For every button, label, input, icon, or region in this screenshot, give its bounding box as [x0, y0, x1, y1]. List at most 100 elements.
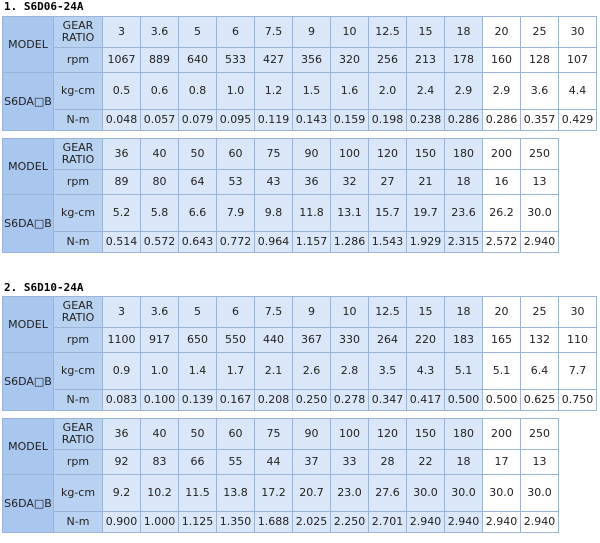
motor-label: S6DA□B [3, 73, 53, 130]
cell: 5.1 [483, 353, 520, 389]
cell: 100 [331, 419, 368, 449]
table-row: S6DA□B kg-cm 5.2 5.8 6.6 7.9 9.8 11.8 13.1 15.7 19… [3, 195, 558, 252]
cell: 43 [255, 170, 292, 194]
model-label: MODEL [3, 419, 53, 474]
cell: 178 [445, 48, 482, 72]
cell: 7.9 [217, 195, 254, 231]
model-label: MODEL [3, 297, 53, 352]
cell: 0.347 [369, 390, 406, 410]
cell: 0.083 [103, 390, 140, 410]
cell: 60 [217, 419, 254, 449]
row-label: rpm [54, 170, 102, 194]
cell: 10 [331, 17, 368, 47]
cell: 23.6 [445, 195, 482, 231]
cell: 90 [293, 419, 330, 449]
cell: 2.025 [293, 512, 330, 532]
cell: 15 [407, 297, 444, 327]
cell: 30.0 [521, 195, 558, 231]
cell: 13.1 [331, 195, 368, 231]
cell: 7.5 [255, 297, 292, 327]
cell: 250 [521, 419, 558, 449]
cell: 1.543 [369, 232, 406, 252]
cell: 3.6 [521, 73, 558, 109]
row-label: GEAR RATIO [54, 139, 102, 169]
cell: 180 [445, 139, 482, 169]
cell: 2.6 [293, 353, 330, 389]
cell: 213 [407, 48, 444, 72]
cell: 17 [483, 450, 520, 474]
row-label: N-m [54, 512, 102, 532]
cell: 0.159 [331, 110, 368, 130]
table-row: S6DA□B kg-cm 9.2 10.2 11.5 13.8 17.2 20.7 23.0 27… [3, 475, 558, 532]
cell: 0.9 [103, 353, 140, 389]
cell: 0.238 [407, 110, 444, 130]
table-row: N-m 0.900 1.000 1.125 1.350 1.688 2.025 2.250 2.… [3, 512, 558, 532]
cell: 1100 [103, 328, 140, 352]
cell: 27 [369, 170, 406, 194]
cell: 0.048 [103, 110, 140, 130]
cell: 3 [103, 17, 140, 47]
cell: 2.1 [255, 353, 292, 389]
table-row: S6DA□B kg-cm 0.9 1.0 1.4 1.7 2.1 2.6 2.8 3.5 4.3 5.… [3, 353, 596, 410]
spec-table: MODEL GEAR RATIO 3 3.6 5 6 7.5 9 10 12.5 15 18 20 25 3… [2, 16, 597, 131]
cell: 21 [407, 170, 444, 194]
cell: 30 [559, 297, 596, 327]
cell: 1067 [103, 48, 140, 72]
cell: 0.119 [255, 110, 292, 130]
row-label: N-m [54, 110, 102, 130]
row-label: rpm [54, 48, 102, 72]
cell: 180 [445, 419, 482, 449]
cell: 0.6 [141, 73, 178, 109]
cell: 90 [293, 139, 330, 169]
table-row: N-m 0.048 0.057 0.079 0.095 0.119 0.143 0.159 0.… [3, 110, 596, 130]
cell: 80 [141, 170, 178, 194]
cell: 120 [369, 139, 406, 169]
cell: 22 [407, 450, 444, 474]
motor-label: S6DA□B [3, 353, 53, 410]
cell: 1.350 [217, 512, 254, 532]
cell: 0.198 [369, 110, 406, 130]
cell: 36 [103, 419, 140, 449]
table-row: rpm 89 80 64 53 43 36 32 27 21 18 16 13 [3, 170, 558, 194]
cell: 183 [445, 328, 482, 352]
section-title: 1. S6D06-24A [4, 0, 84, 13]
cell: 0.417 [407, 390, 444, 410]
cell: 0.208 [255, 390, 292, 410]
cell: 9 [293, 297, 330, 327]
table-row: MODEL GEAR RATIO 3 3.6 5 6 7.5 9 10 12.5 15 18 20 25 3… [3, 17, 596, 72]
cell: 12.5 [369, 17, 406, 47]
cell: 2.940 [483, 512, 520, 532]
cell: 9.8 [255, 195, 292, 231]
cell: 330 [331, 328, 368, 352]
cell: 5.2 [103, 195, 140, 231]
cell: 0.100 [141, 390, 178, 410]
cell: 356 [293, 48, 330, 72]
cell: 1.929 [407, 232, 444, 252]
cell: 320 [331, 48, 368, 72]
cell: 1.688 [255, 512, 292, 532]
cell: 264 [369, 328, 406, 352]
cell: 13 [521, 450, 558, 474]
cell: 2.572 [483, 232, 520, 252]
cell: 2.940 [521, 232, 558, 252]
cell: 250 [521, 139, 558, 169]
cell: 1.000 [141, 512, 178, 532]
cell: 26.2 [483, 195, 520, 231]
cell: 9.2 [103, 475, 140, 511]
cell: 28 [369, 450, 406, 474]
cell: 2.250 [331, 512, 368, 532]
cell: 200 [483, 419, 520, 449]
spec-table: MODEL GEAR RATIO 36 40 50 60 75 90 100 120 150 180 2… [2, 138, 559, 253]
cell: 0.143 [293, 110, 330, 130]
cell: 1.157 [293, 232, 330, 252]
cell: 23.0 [331, 475, 368, 511]
cell: 640 [179, 48, 216, 72]
cell: 13 [521, 170, 558, 194]
cell: 1.286 [331, 232, 368, 252]
spec-table: MODEL GEAR RATIO 3 3.6 5 6 7.5 9 10 12.5 15 18 20 25 3… [2, 296, 597, 411]
cell: 110 [559, 328, 596, 352]
cell: 32 [331, 170, 368, 194]
cell: 16 [483, 170, 520, 194]
row-label: kg-cm [54, 195, 102, 231]
